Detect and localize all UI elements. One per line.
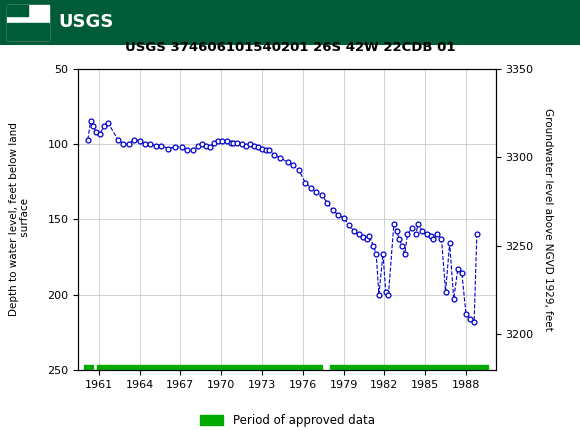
Text: USGS: USGS — [58, 12, 113, 31]
Legend: Period of approved data: Period of approved data — [200, 414, 375, 427]
Bar — [7, 6, 28, 16]
Bar — [7, 22, 49, 40]
Y-axis label: Groundwater level above NGVD 1929, feet: Groundwater level above NGVD 1929, feet — [543, 108, 553, 331]
Text: USGS 374606101540201 26S 42W 22CDB 01: USGS 374606101540201 26S 42W 22CDB 01 — [125, 41, 455, 54]
Bar — [7, 6, 49, 40]
Y-axis label: Depth to water level, feet below land
 surface: Depth to water level, feet below land su… — [9, 123, 30, 316]
